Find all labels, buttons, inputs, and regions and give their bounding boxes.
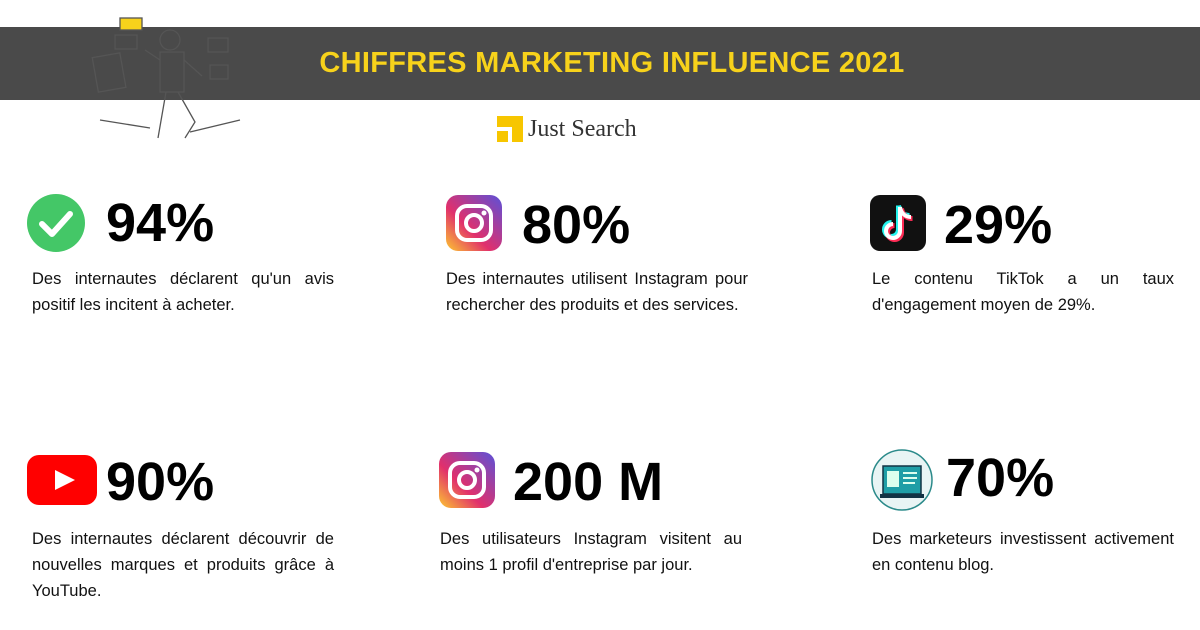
stat-value: 90% xyxy=(106,452,215,512)
title: CHIFFRES MARKETING INFLUENCE 2021 xyxy=(319,47,905,79)
youtube-icon xyxy=(27,455,97,505)
blog-icon xyxy=(871,449,933,511)
instagram-icon xyxy=(446,195,502,251)
tiktok-icon xyxy=(870,195,926,251)
stat-value: 94% xyxy=(106,193,215,253)
stat-value: 80% xyxy=(522,195,631,255)
brand-name: Just Search xyxy=(528,116,637,142)
illustration xyxy=(91,17,241,139)
stat-description: Des marketeurs investissent activement e… xyxy=(872,530,1174,574)
stat-description: Des internautes utilisent Instagram pour… xyxy=(446,270,748,314)
stat-value: 200 M xyxy=(513,452,664,512)
stat-description: Des utilisateurs Instagram visitent au m… xyxy=(440,530,742,574)
instagram-icon xyxy=(439,452,495,508)
header-band xyxy=(0,27,1200,100)
check-icon xyxy=(27,194,85,252)
stat-value: 70% xyxy=(946,448,1055,508)
stat-description: Des internautes déclarent découvrir de n… xyxy=(32,530,334,600)
brand-logo xyxy=(497,116,523,142)
stat-description: Des internautes déclarent qu'un avis pos… xyxy=(32,270,334,314)
stat-value: 29% xyxy=(944,195,1053,255)
stat-description: Le contenu TikTok a un taux d'engagement… xyxy=(872,270,1174,314)
